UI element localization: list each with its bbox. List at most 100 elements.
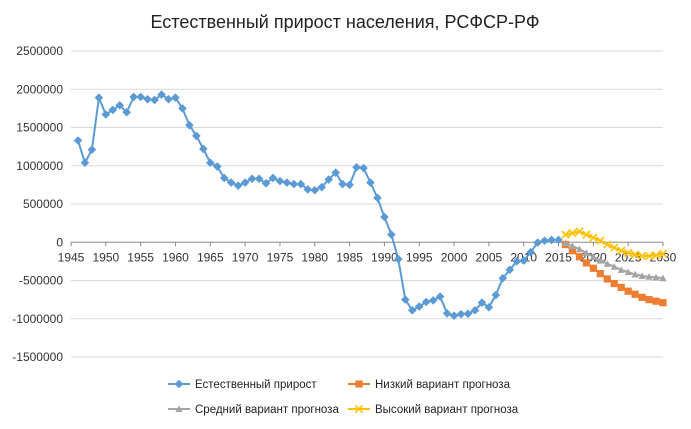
data-point xyxy=(359,163,368,173)
legend-label: Естественный прирост xyxy=(195,379,317,391)
legend-label: Высокий вариант прогноза xyxy=(375,404,519,416)
x-tick-label: 1960 xyxy=(162,250,189,264)
data-point xyxy=(435,292,445,301)
data-point xyxy=(603,275,611,283)
data-point xyxy=(512,257,522,266)
marker-stroke xyxy=(575,227,584,236)
data-point xyxy=(199,144,208,154)
data-point xyxy=(324,175,334,184)
x-tick-label: 1970 xyxy=(232,250,259,264)
data-point xyxy=(652,273,660,281)
data-point xyxy=(456,309,466,319)
legend-marker xyxy=(355,380,363,388)
legend-marker xyxy=(354,404,364,414)
data-point xyxy=(192,131,201,141)
legend-label: Низкий вариант прогноза xyxy=(375,379,511,391)
data-point xyxy=(519,256,529,265)
data-point xyxy=(380,212,389,222)
x-tick-label: 1965 xyxy=(197,250,224,264)
data-point xyxy=(645,296,653,304)
data-point xyxy=(108,105,118,115)
data-point xyxy=(630,250,640,259)
x-tick-label: 1990 xyxy=(371,250,398,264)
marker-stroke xyxy=(644,251,654,261)
data-point xyxy=(233,181,243,190)
data-point xyxy=(275,176,285,186)
data-point xyxy=(352,162,361,172)
data-point xyxy=(136,92,145,102)
marker-stroke xyxy=(658,249,668,258)
data-point xyxy=(589,253,597,260)
data-point xyxy=(171,93,180,102)
x-tick-label: 1975 xyxy=(267,250,294,264)
data-point xyxy=(442,309,452,318)
legend-item-3: Средний вариант прогноза xyxy=(168,404,339,416)
marker-stroke xyxy=(630,250,640,259)
y-tick-label: 0 xyxy=(56,235,63,249)
data-point xyxy=(345,180,354,190)
data-point xyxy=(477,298,487,307)
data-point xyxy=(498,273,508,283)
series-1 xyxy=(73,90,563,320)
data-point xyxy=(624,268,632,276)
data-point xyxy=(637,251,647,261)
legend-marker xyxy=(174,379,184,389)
data-point xyxy=(394,254,403,264)
data-point xyxy=(414,302,424,311)
data-point xyxy=(178,104,187,113)
grid-lines xyxy=(71,50,663,358)
x-tick-label: 2015 xyxy=(545,250,572,264)
marker-stroke xyxy=(568,228,577,238)
data-point xyxy=(568,247,577,255)
data-point xyxy=(610,279,618,288)
data-point xyxy=(247,174,257,184)
data-point xyxy=(407,306,417,315)
legend: Естественный прирост Низкий вариант прогн… xyxy=(168,379,519,416)
series-layer xyxy=(73,90,668,320)
legend-item-1: Естественный прирост xyxy=(168,379,317,391)
x-tick-label: 1950 xyxy=(92,250,119,264)
data-point xyxy=(651,251,661,260)
data-point xyxy=(659,274,667,282)
data-point xyxy=(400,295,410,304)
data-point xyxy=(421,297,431,307)
data-point xyxy=(212,162,222,171)
data-point xyxy=(568,242,577,250)
x-tick-label: 1985 xyxy=(336,250,363,264)
x-tick-label: 2005 xyxy=(476,250,503,264)
data-point xyxy=(428,296,438,305)
data-point xyxy=(129,92,138,102)
x-tick-label: 1945 xyxy=(58,250,85,264)
chart-title: Естественный прирост населения, РСФСР-РФ xyxy=(150,12,539,32)
data-point xyxy=(338,179,347,189)
data-point xyxy=(610,243,619,252)
data-point xyxy=(80,158,90,167)
legend-item-4: Высокий вариант прогноза xyxy=(348,404,519,416)
data-point xyxy=(491,290,501,300)
y-tick-label: 500000 xyxy=(23,197,63,211)
data-point xyxy=(240,178,250,187)
x-tick-label: 1995 xyxy=(406,250,433,264)
legend-item-2: Низкий вариант прогноза xyxy=(348,379,511,391)
data-point xyxy=(540,236,549,246)
data-point xyxy=(596,236,605,245)
marker-stroke xyxy=(651,251,661,260)
data-point xyxy=(547,235,556,245)
data-point xyxy=(638,293,646,301)
data-point xyxy=(624,287,632,295)
data-point xyxy=(582,259,590,267)
marker-stroke xyxy=(582,230,591,239)
data-point xyxy=(589,233,598,242)
data-point xyxy=(303,185,313,194)
data-point xyxy=(463,309,473,319)
data-point xyxy=(226,178,236,187)
y-tick-label: -1000000 xyxy=(12,312,63,326)
data-point xyxy=(289,179,299,189)
data-point xyxy=(644,251,654,261)
data-point xyxy=(589,264,597,272)
data-point xyxy=(610,263,618,270)
y-tick-label: 2000000 xyxy=(16,82,63,96)
x-tick-label: 1980 xyxy=(301,250,328,264)
